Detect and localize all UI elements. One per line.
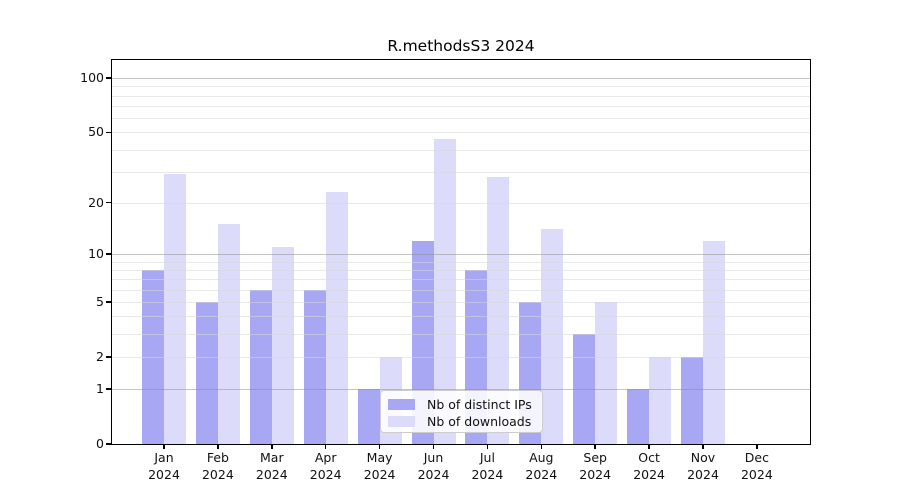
gridline-100	[112, 78, 810, 80]
x-tick-mark-jul	[486, 444, 489, 449]
y-tick-mark-2	[106, 356, 112, 358]
y-tick-mark-1	[106, 388, 112, 390]
ticks-layer: 100 50 20 10 5 2 1 0 Jan 2024 Feb 2024 Mar 2024 Apr…	[80, 60, 810, 481]
legend: Nb of distinct IPs Nb of downloads	[380, 390, 543, 433]
bar-distinct-ips-nov	[681, 356, 703, 444]
y-tick-label-2: 2	[96, 348, 104, 364]
y-tick-label-20: 20	[88, 194, 104, 210]
gridline-60	[112, 118, 810, 120]
x-tick-mark-apr	[324, 444, 327, 449]
x-tick-mark-feb	[217, 444, 219, 449]
bar-downloads-jul	[487, 177, 510, 444]
x-tick-label-jul: Jul 2024	[471, 450, 504, 482]
y-tick-mark-0	[106, 443, 112, 445]
gridline-40	[112, 149, 810, 151]
x-tick-label-sep: Sep 2024	[579, 450, 612, 482]
gridline-8	[112, 269, 810, 271]
x-tick-mark-aug	[540, 444, 543, 449]
bar-downloads-oct	[649, 356, 672, 444]
x-tick-label-apr: Apr 2024	[309, 450, 342, 482]
y-tick-label-50: 50	[88, 124, 104, 140]
gridline-4	[112, 316, 810, 318]
gridline-9	[112, 261, 810, 263]
gridline-3	[112, 334, 810, 336]
gridline-70	[112, 106, 810, 108]
bar-distinct-ips-mar	[249, 289, 272, 444]
gridline-7	[112, 279, 810, 281]
y-tick-mark-50	[106, 131, 112, 134]
legend-swatch-distinct-ips	[388, 399, 415, 410]
x-tick-mark-may	[378, 444, 381, 449]
gridline-2	[112, 356, 810, 358]
bar-downloads-nov	[703, 240, 725, 444]
gridline-5	[112, 301, 810, 303]
bar-downloads-jun	[433, 138, 456, 444]
y-tick-label-10: 10	[88, 245, 104, 261]
plot-area: 100 50 20 10 5 2 1 0 Jan 2024 Feb 2024 Mar 2024 Apr…	[80, 59, 811, 482]
x-tick-label-aug: Aug 2024	[525, 450, 558, 482]
bar-downloads-jan	[164, 174, 186, 444]
x-tick-label-jun: Jun 2024	[417, 450, 450, 482]
x-tick-mark-oct	[648, 444, 650, 449]
y-tick-label-5: 5	[96, 293, 104, 309]
bar-downloads-mar	[271, 247, 294, 444]
bar-distinct-ips-may	[357, 389, 380, 444]
gridline-90	[112, 86, 810, 88]
y-tick-mark-10	[106, 253, 112, 255]
x-tick-label-jan: Jan 2024	[148, 450, 180, 482]
gridline-50	[112, 132, 810, 134]
legend-swatch-downloads	[388, 416, 415, 427]
y-tick-mark-20	[106, 201, 112, 204]
bar-distinct-ips-oct	[627, 389, 650, 444]
bar-distinct-ips-feb	[195, 301, 218, 444]
gridline-30	[112, 171, 810, 173]
y-tick-mark-100	[106, 77, 112, 79]
grid-layer	[112, 60, 810, 444]
x-tick-label-oct: Oct 2024	[633, 450, 665, 482]
bar-distinct-ips-jan	[142, 269, 164, 444]
legend-entry-distinct-ips: Nb of distinct IPs	[388, 396, 536, 413]
x-tick-mark-sep	[594, 444, 596, 449]
y-tick-mark-5	[106, 301, 112, 303]
x-tick-mark-jan	[163, 444, 165, 449]
gridline-20	[112, 202, 810, 204]
bar-downloads-aug	[541, 229, 564, 444]
gridline-6	[112, 289, 810, 291]
chart-title: R.methodsS3 2024	[387, 37, 535, 55]
gridline-80	[112, 95, 810, 97]
x-tick-mark-nov	[702, 444, 704, 449]
x-tick-label-nov: Nov 2024	[687, 450, 719, 482]
x-tick-mark-dec	[756, 444, 758, 449]
gridline-1	[112, 389, 810, 391]
legend-entry-downloads: Nb of downloads	[388, 413, 536, 430]
x-tick-label-may: May 2024	[363, 450, 396, 482]
gridline-10	[112, 253, 810, 255]
y-tick-label-0: 0	[96, 436, 104, 451]
y-tick-label-1: 1	[96, 381, 104, 397]
y-tick-label-100: 100	[80, 70, 104, 86]
bar-downloads-apr	[325, 192, 348, 444]
bar-distinct-ips-apr	[303, 289, 326, 444]
legend-label-downloads: Nb of downloads	[427, 414, 532, 429]
legend-label-distinct-ips: Nb of distinct IPs	[427, 397, 532, 412]
x-tick-mark-mar	[271, 444, 273, 449]
x-tick-label-mar: Mar 2024	[255, 450, 288, 482]
bar-downloads-sep	[595, 301, 618, 444]
x-tick-mark-jun	[432, 444, 435, 449]
x-tick-label-feb: Feb 2024	[201, 450, 234, 482]
x-tick-label-dec: Dec 2024	[740, 450, 773, 482]
